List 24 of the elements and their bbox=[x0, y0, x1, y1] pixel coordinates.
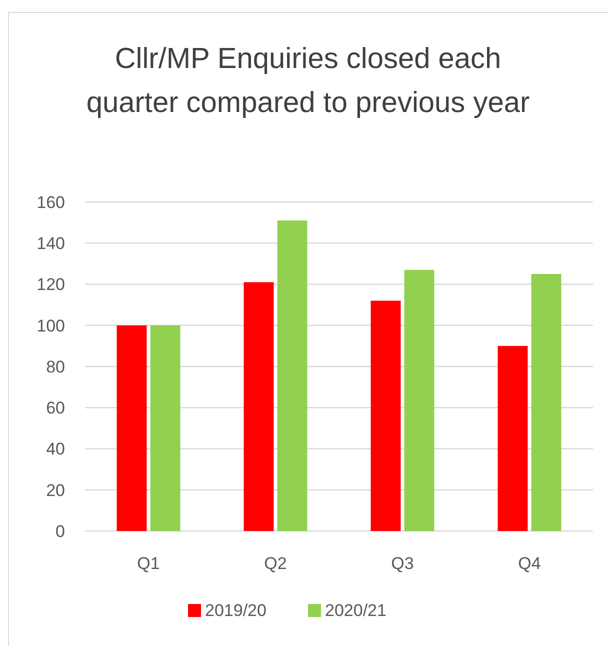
y-tick-label: 60 bbox=[46, 398, 65, 418]
bar bbox=[370, 300, 401, 531]
y-tick-label: 0 bbox=[56, 522, 65, 541]
y-tick-label: 160 bbox=[36, 192, 65, 212]
x-tick-label: Q4 bbox=[518, 554, 541, 573]
x-tick-label: Q2 bbox=[264, 554, 287, 573]
chart-title: Cllr/MP Enquiries closed each quarter compared to previous year bbox=[86, 43, 530, 119]
x-tick-label: Q3 bbox=[391, 554, 414, 573]
bar bbox=[531, 274, 562, 531]
x-tick-label: Q1 bbox=[137, 554, 160, 573]
bar bbox=[277, 220, 308, 531]
bar bbox=[404, 270, 434, 531]
legend-label: 2020/21 bbox=[325, 601, 386, 620]
y-tick-label: 80 bbox=[46, 357, 65, 376]
y-tick-label: 40 bbox=[46, 440, 65, 459]
y-tick-label: 120 bbox=[36, 275, 65, 294]
bar bbox=[244, 282, 274, 531]
bar bbox=[498, 346, 528, 531]
legend-label: 2019/20 bbox=[205, 601, 266, 620]
y-tick-label: 100 bbox=[36, 316, 65, 336]
bar bbox=[150, 325, 180, 531]
bar bbox=[116, 325, 147, 531]
y-tick-label: 20 bbox=[46, 480, 65, 500]
y-tick-label: 140 bbox=[36, 234, 65, 254]
